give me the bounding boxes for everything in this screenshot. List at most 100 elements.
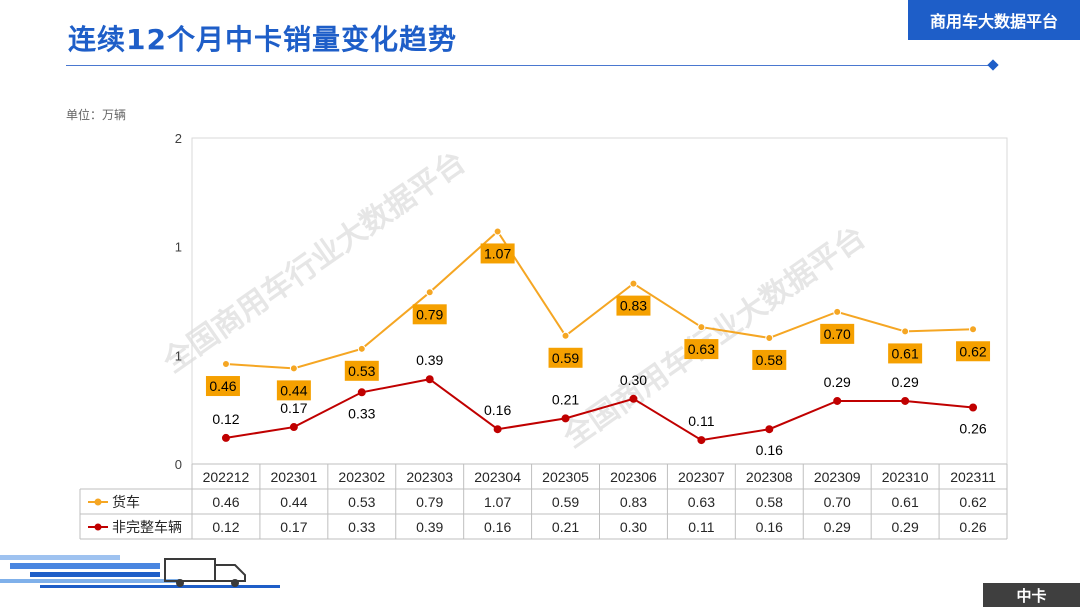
data-point bbox=[289, 423, 298, 432]
x-tick-label: 202305 bbox=[542, 469, 589, 485]
table-value: 0.33 bbox=[348, 519, 375, 535]
table-value: 0.26 bbox=[959, 519, 986, 535]
page-title: 连续12个月中卡销量变化趋势 bbox=[68, 23, 457, 56]
data-label: 0.61 bbox=[892, 345, 919, 361]
table-value: 0.21 bbox=[552, 519, 579, 535]
data-point bbox=[901, 327, 910, 336]
x-tick-label: 202304 bbox=[474, 469, 521, 485]
data-label: 0.16 bbox=[484, 402, 511, 418]
data-point bbox=[357, 388, 366, 397]
data-label: 0.62 bbox=[959, 343, 986, 359]
data-point bbox=[425, 375, 434, 384]
y-tick-label: 0 bbox=[175, 457, 182, 472]
y-tick-label: 2 bbox=[175, 131, 182, 146]
table-value: 0.79 bbox=[416, 494, 443, 510]
data-point bbox=[765, 333, 774, 342]
table-value: 0.30 bbox=[620, 519, 647, 535]
legend-label: 非完整车辆 bbox=[112, 519, 182, 536]
truck-illustration bbox=[0, 555, 280, 588]
data-point bbox=[629, 279, 638, 288]
data-label: 0.44 bbox=[280, 382, 307, 398]
series-line bbox=[225, 378, 974, 442]
data-label: 0.17 bbox=[280, 400, 307, 416]
data-point bbox=[425, 288, 434, 297]
table-value: 1.07 bbox=[484, 494, 511, 510]
data-label: 0.79 bbox=[416, 306, 443, 322]
table-value: 0.58 bbox=[756, 494, 783, 510]
data-label: 0.21 bbox=[552, 391, 579, 407]
data-label-box bbox=[684, 339, 719, 360]
table-value: 0.62 bbox=[959, 494, 986, 510]
data-label: 0.11 bbox=[688, 413, 714, 429]
data-label: 0.59 bbox=[552, 350, 579, 366]
table-value: 0.83 bbox=[620, 494, 647, 510]
data-point bbox=[697, 323, 706, 332]
data-label: 0.26 bbox=[959, 420, 986, 436]
data-point bbox=[969, 403, 978, 412]
data-point bbox=[561, 331, 570, 340]
data-point bbox=[901, 396, 910, 405]
x-tick-label: 202307 bbox=[678, 469, 725, 485]
data-label-box bbox=[752, 349, 787, 370]
legend-marker bbox=[94, 498, 102, 506]
data-table: 202212 202301 202302 202303 202304 202305 2023… bbox=[79, 463, 1008, 540]
table-value: 0.61 bbox=[892, 494, 919, 510]
table-value: 0.53 bbox=[348, 494, 375, 510]
y-tick-label: 1 bbox=[175, 240, 182, 255]
series-layer: 0.46 0.44 0.53 0.79 1.07 0.59 0.83 0.63 0.58 0.70… bbox=[205, 227, 991, 458]
data-label: 0.70 bbox=[824, 326, 851, 342]
x-tick-label: 202310 bbox=[882, 469, 929, 485]
table-value: 0.39 bbox=[416, 519, 443, 535]
x-tick-label: 202212 bbox=[203, 469, 250, 485]
data-label-box bbox=[820, 323, 855, 344]
data-point bbox=[221, 360, 230, 369]
data-label: 0.12 bbox=[212, 411, 239, 427]
data-label-box bbox=[480, 243, 515, 264]
table-value: 0.59 bbox=[552, 494, 579, 510]
data-label: 0.58 bbox=[756, 352, 783, 368]
legend-label: 货车 bbox=[112, 494, 140, 511]
table-value: 0.70 bbox=[824, 494, 851, 510]
data-point bbox=[697, 436, 706, 445]
table-value: 0.16 bbox=[484, 519, 511, 535]
table-value: 0.12 bbox=[212, 519, 239, 535]
data-point bbox=[357, 344, 366, 353]
x-tick-label: 202308 bbox=[746, 469, 793, 485]
table-value: 0.46 bbox=[212, 494, 239, 510]
table-value: 0.29 bbox=[824, 519, 851, 535]
data-point bbox=[561, 414, 570, 423]
category-badge: 中卡 bbox=[983, 583, 1080, 607]
title-underline bbox=[66, 65, 994, 66]
legend-marker bbox=[94, 523, 102, 531]
data-label-box bbox=[205, 376, 240, 397]
table-value: 0.63 bbox=[688, 494, 715, 510]
data-label: 0.39 bbox=[416, 352, 443, 368]
y-axis: 0 1 1 2 bbox=[175, 131, 182, 472]
table-value: 0.11 bbox=[688, 519, 714, 535]
y-tick-label: 1 bbox=[175, 348, 182, 363]
data-point bbox=[833, 307, 842, 316]
data-label-box bbox=[276, 380, 311, 401]
table-value: 0.29 bbox=[892, 519, 919, 535]
data-point bbox=[221, 433, 230, 442]
unit-label: 单位：万辆 bbox=[66, 108, 127, 122]
x-tick-label: 202303 bbox=[406, 469, 453, 485]
data-label: 0.53 bbox=[348, 363, 375, 379]
data-label-box bbox=[956, 341, 991, 362]
data-label-box bbox=[888, 343, 923, 364]
x-tick-label: 202309 bbox=[814, 469, 861, 485]
series-line bbox=[225, 229, 974, 370]
data-point bbox=[629, 394, 638, 403]
data-point bbox=[493, 425, 502, 434]
x-tick-label: 202302 bbox=[338, 469, 385, 485]
data-label-box bbox=[548, 347, 583, 368]
table-value: 0.16 bbox=[756, 519, 783, 535]
data-label: 0.46 bbox=[209, 378, 236, 394]
data-label: 0.16 bbox=[756, 442, 783, 458]
data-label: 0.83 bbox=[620, 298, 647, 314]
data-label-box bbox=[344, 360, 379, 381]
data-label-box bbox=[616, 295, 651, 316]
watermark-text: 全国商用车行业大数据平台 bbox=[156, 145, 472, 381]
data-point bbox=[969, 325, 978, 334]
